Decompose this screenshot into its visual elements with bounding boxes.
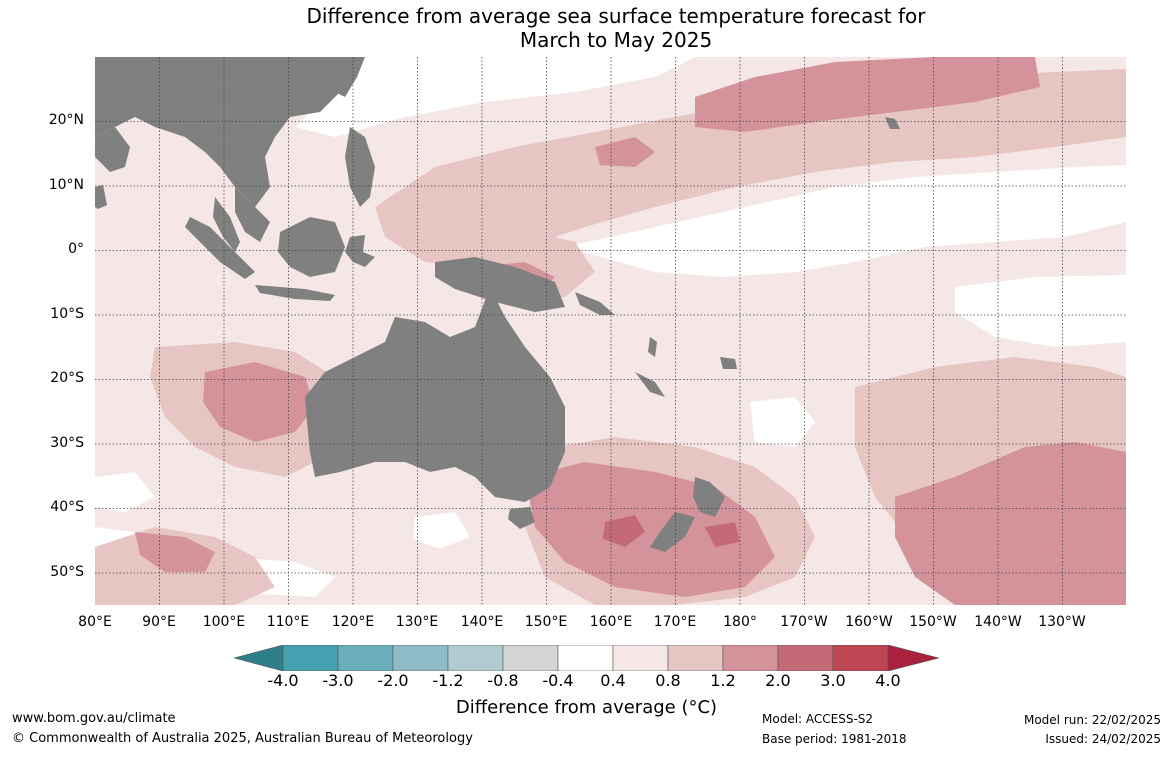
legend-colorbar xyxy=(234,645,939,671)
land-malay-peninsula xyxy=(213,197,240,252)
land-india-tip xyxy=(95,127,130,172)
model-run-date: Model run: 22/02/2025 xyxy=(1023,713,1161,727)
colorbar-bin-9 xyxy=(722,645,779,671)
lat-label-20s: 20°S xyxy=(50,370,84,386)
lat-label-10s: 10°S xyxy=(50,306,84,322)
land-hawaii xyxy=(885,117,900,129)
model-name: Model: ACCESS-S2 xyxy=(762,712,874,726)
colorbar-label-5: -0.8 xyxy=(487,671,519,690)
ocean-band-12-tropics xyxy=(375,69,1126,267)
title-line-1: Difference from average sea surface temp… xyxy=(306,4,926,28)
lat-label-0: 0° xyxy=(68,241,84,257)
land-new-zealand-south xyxy=(650,512,695,552)
lon-label-140w: 140°W xyxy=(974,614,1022,630)
lon-label-110e: 110°E xyxy=(266,614,310,630)
lon-label-90e: 90°E xyxy=(142,614,176,630)
issued-date: Issued: 24/02/2025 xyxy=(1045,732,1161,746)
colorbar-extend-low xyxy=(234,645,284,671)
land-asia-mainland xyxy=(95,57,355,207)
colorbar-extend-high xyxy=(887,645,939,671)
land-solomon-islands xyxy=(575,292,615,315)
lat-label-10n: 10°N xyxy=(48,177,84,193)
colorbar-bin-6 xyxy=(557,645,614,671)
colorbar-bin-2 xyxy=(337,645,394,671)
copyright-text: © Commonwealth of Australia 2025, Austra… xyxy=(12,731,473,746)
colorbar-label-12: 4.0 xyxy=(875,671,901,690)
bom-climate-link[interactable]: www.bom.gov.au/climate xyxy=(12,711,176,726)
land-sri-lanka xyxy=(95,185,107,209)
colorbar-bin-8 xyxy=(667,645,724,671)
ocean-white-blob-4 xyxy=(413,512,470,549)
lon-label-150w: 150°W xyxy=(909,614,957,630)
base-period: Base period: 1981-2018 xyxy=(762,732,907,746)
lat-label-20n: 20°N xyxy=(48,112,84,128)
ocean-band-20-southeast xyxy=(895,442,1126,605)
lat-label-30s: 30°S xyxy=(50,435,84,451)
lon-label-170w: 170°W xyxy=(780,614,828,630)
ocean-band-20-far-sw xyxy=(135,532,215,572)
lon-label-180: 180° xyxy=(723,614,757,630)
lat-label-50s: 50°S xyxy=(50,564,84,580)
colorbar-label-6: -0.4 xyxy=(542,671,574,690)
land-new-caledonia xyxy=(635,372,665,397)
ocean-band-30-tasman xyxy=(603,515,645,547)
lon-label-140e: 140°E xyxy=(460,614,504,630)
lon-label-130w: 130°W xyxy=(1038,614,1086,630)
land-borneo xyxy=(278,217,345,277)
ocean-white-region-north xyxy=(295,57,695,137)
colorbar-bin-7 xyxy=(612,645,669,671)
land-fiji xyxy=(720,357,737,369)
colorbar-label-11: 3.0 xyxy=(820,671,846,690)
lon-label-170e: 170°E xyxy=(653,614,697,630)
colorbar-label-8: 0.8 xyxy=(655,671,681,690)
ocean-white-blob-3 xyxy=(95,472,155,512)
ocean-band-30-nz-east xyxy=(705,522,740,547)
colorbar-label-4: -1.2 xyxy=(432,671,464,690)
colorbar-title: Difference from average (°C) xyxy=(455,697,718,718)
lon-label-120e: 120°E xyxy=(331,614,375,630)
lat-label-40s: 40°S xyxy=(50,499,84,515)
lon-label-130e: 130°E xyxy=(395,614,439,630)
colorbar-bin-10 xyxy=(777,645,834,671)
land-sumatra xyxy=(185,217,255,279)
ocean-band-20-north-pacific xyxy=(695,57,1040,132)
colorbar-label-9: 1.2 xyxy=(710,671,736,690)
colorbar-label-3: -2.0 xyxy=(377,671,409,690)
lon-label-160e: 160°E xyxy=(589,614,633,630)
land-tasmania xyxy=(508,507,535,529)
land-indochina xyxy=(235,187,270,242)
map-title: Difference from average sea surface temp… xyxy=(0,4,1173,52)
land-new-guinea xyxy=(435,257,565,312)
title-line-2: March to May 2025 xyxy=(519,28,713,52)
ocean-white-region-east xyxy=(565,165,1126,277)
colorbar-label-7: 0.4 xyxy=(600,671,626,690)
ocean-band-20-indian xyxy=(203,362,315,442)
graticule xyxy=(95,57,1126,605)
land-vanuatu xyxy=(648,337,657,357)
land-australia xyxy=(305,287,565,502)
lon-label-160w: 160°W xyxy=(845,614,893,630)
colorbar-bin-5 xyxy=(502,645,559,671)
colorbar-label-10: 2.0 xyxy=(765,671,791,690)
ocean-white-blob-1 xyxy=(750,397,815,447)
land-new-zealand-north xyxy=(693,477,725,517)
lon-label-150e: 150°E xyxy=(524,614,568,630)
land-sulawesi xyxy=(345,235,375,267)
land-japan xyxy=(335,57,365,97)
land-java xyxy=(255,285,335,301)
colorbar-bin-4 xyxy=(447,645,504,671)
ocean-band-20-blob-tropics xyxy=(595,137,655,167)
colorbar-label-2: -3.0 xyxy=(322,671,354,690)
colorbar-label-1: -4.0 xyxy=(267,671,299,690)
colorbar-bin-3 xyxy=(392,645,449,671)
lon-label-100e: 100°E xyxy=(202,614,246,630)
land-philippines xyxy=(345,127,375,207)
colorbar-bin-11 xyxy=(832,645,889,671)
colorbar-bin-1 xyxy=(282,645,339,671)
lon-label-80e: 80°E xyxy=(78,614,112,630)
sst-anomaly-map xyxy=(95,57,1126,605)
